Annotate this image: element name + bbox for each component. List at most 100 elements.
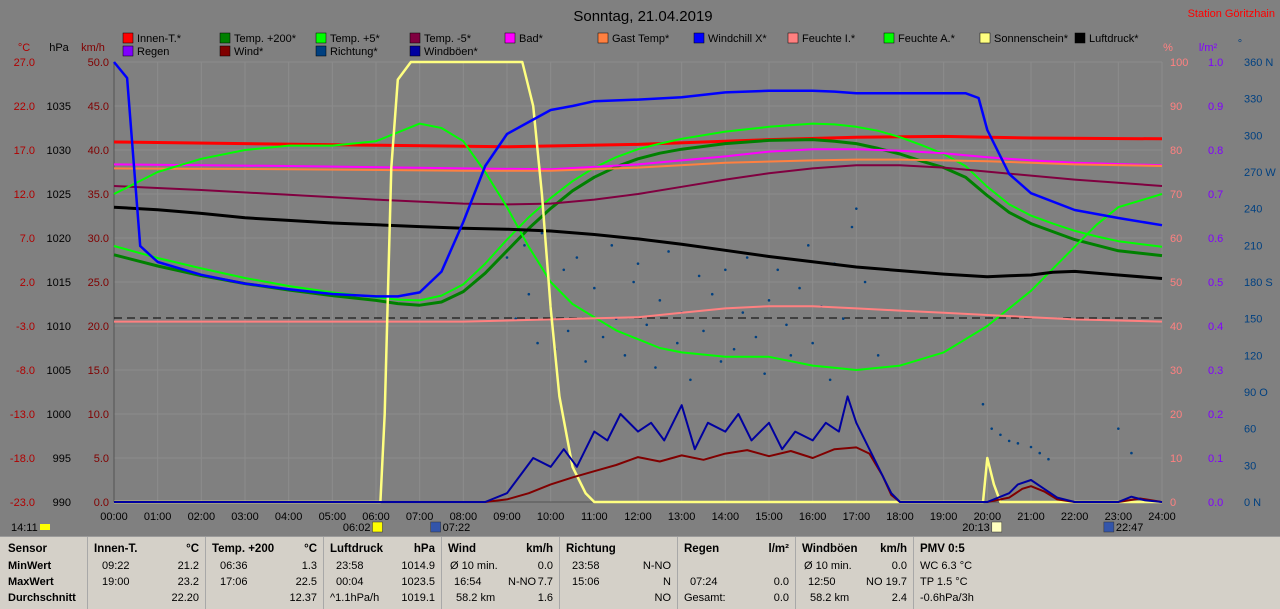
direction-point <box>505 256 509 259</box>
series-line-sonne <box>114 60 1162 504</box>
direction-point <box>536 341 539 345</box>
current-time-icon <box>40 524 50 530</box>
direction-tick-label: 0 N <box>1244 497 1261 509</box>
rain-tick-label: 0.5 <box>1208 277 1223 289</box>
time-markers: 14:11 06:02 07:22 20:13 22:47 <box>11 521 1143 534</box>
x-tick-label: 01:00 <box>144 511 172 523</box>
x-tick-label: 03:00 <box>231 511 259 523</box>
direction-point <box>527 292 531 296</box>
direction-point <box>811 341 814 345</box>
stats-wind-max-dir: N-NO <box>508 576 537 588</box>
stats-innen-min: 21.2 <box>177 560 199 572</box>
stats-druck-min: 1014.9 <box>401 560 435 572</box>
legend-label: Innen-T.* <box>137 33 182 45</box>
stats-wind: Wind km/h Ø 10 min. 0.0 16:54 N-NO 7.7 5… <box>442 537 560 609</box>
temp-tick-label: 7.0 <box>20 233 35 245</box>
series-line-windchill <box>113 61 1163 298</box>
direction-point <box>828 378 832 382</box>
direction-point <box>732 347 736 351</box>
legend-label: Luftdruck* <box>1089 33 1139 45</box>
rain-tick-label: 0.9 <box>1208 101 1223 113</box>
legend-swatch <box>1074 32 1086 44</box>
stats-wind-min: 0.0 <box>537 560 553 572</box>
x-tick-label: 08:00 <box>450 511 478 523</box>
stats-pmv-windchill: WC 6.3 °C <box>920 560 973 572</box>
direction-point <box>1130 451 1133 455</box>
stats-druck-max: 1023.5 <box>401 576 435 588</box>
x-tick-label: 17:00 <box>843 511 871 523</box>
hpa-tick-label: 990 <box>53 497 71 509</box>
rain-tick-label: 0.0 <box>1208 497 1223 509</box>
moonset-time-label: 07:22 <box>443 522 471 534</box>
sunset-time-label: 20:13 <box>962 522 990 534</box>
stats-temp200-unit: °C <box>304 543 317 555</box>
hpa-tick-label: 1020 <box>47 233 71 245</box>
hpa-axis-unit: hPa <box>49 42 69 54</box>
chart-title: Sonntag, 21.04.2019 <box>573 8 712 25</box>
sunrise-icon <box>372 521 383 533</box>
moonrise-icon <box>1103 521 1115 533</box>
x-tick-label: 23:00 <box>1105 511 1133 523</box>
stats-innen-avg: 22.20 <box>171 592 199 604</box>
dir-axis-unit: ° <box>1238 38 1242 50</box>
stats-boeen-min-label: Ø 10 min. <box>804 560 852 572</box>
legend-label: Windchill X* <box>708 33 767 45</box>
temp-tick-label: -18.0 <box>10 453 35 465</box>
direction-point <box>697 274 701 278</box>
legend-swatch <box>409 45 421 57</box>
pct-tick-label: 10 <box>1170 453 1182 465</box>
pct-tick-label: 20 <box>1170 409 1182 421</box>
legend-label: Temp. +5* <box>330 33 381 45</box>
stats-druck: Luftdruck hPa 23:58 1014.9 00:04 1023.5 … <box>324 537 442 609</box>
stats-row-labels: Sensor MinWert MaxWert Durchschnitt <box>0 537 88 609</box>
x-tick-label: 21:00 <box>1017 511 1045 523</box>
legend-label: Sonnenschein* <box>994 33 1069 45</box>
legend-swatch <box>883 32 895 44</box>
legend-swatch <box>122 45 134 57</box>
x-tick-label: 06:00 <box>362 511 390 523</box>
kmh-tick-label: 50.0 <box>88 57 109 69</box>
row-label-max: MaxWert <box>8 576 54 588</box>
hpa-tick-label: 1030 <box>47 145 71 157</box>
direction-point <box>645 323 649 327</box>
kmh-tick-label: 45.0 <box>88 101 109 113</box>
kmh-tick-label: 35.0 <box>88 189 109 201</box>
x-tick-label: 04:00 <box>275 511 303 523</box>
direction-point <box>566 329 570 333</box>
temp-tick-label: -23.0 <box>10 497 35 509</box>
row-label-avg: Durchschnitt <box>8 592 76 604</box>
series-line-wind <box>114 446 1163 503</box>
hpa-tick-label: 1005 <box>47 365 71 377</box>
rain-tick-label: 0.8 <box>1208 145 1223 157</box>
direction-point <box>658 299 662 302</box>
direction-point <box>1029 445 1033 449</box>
stats-druck-min-time: 23:58 <box>336 560 364 572</box>
stats-pmv-pressure-trend: -0.6hPa/3h <box>920 592 974 604</box>
direction-point <box>636 262 640 265</box>
pct-tick-label: 80 <box>1170 145 1182 157</box>
pct-tick-label: 90 <box>1170 101 1182 113</box>
stats-regen-unit: l/m² <box>768 543 789 555</box>
stats-pmv-dewpoint: TP 1.5 °C <box>920 576 968 588</box>
stats-pmv-title: PMV 0:5 <box>920 543 965 555</box>
legend-label: Feuchte A.* <box>898 33 956 45</box>
temp-tick-label: -13.0 <box>10 409 35 421</box>
x-tick-label: 16:00 <box>799 511 827 523</box>
direction-tick-label: 90 O <box>1244 387 1268 399</box>
legend-label: Richtung* <box>330 46 378 58</box>
stats-druck-title: Luftdruck <box>330 543 384 555</box>
direction-point <box>1038 451 1042 455</box>
direction-point <box>741 311 745 314</box>
stats-druck-avg: 1019.1 <box>401 592 435 604</box>
kmh-tick-label: 10.0 <box>88 409 109 421</box>
direction-point <box>855 207 858 210</box>
pct-tick-label: 60 <box>1170 233 1182 245</box>
direction-point <box>562 268 566 272</box>
direction-point <box>575 256 579 259</box>
hpa-tick-label: 1000 <box>47 409 71 421</box>
direction-point <box>667 250 670 253</box>
sunset-icon <box>991 521 1003 533</box>
direction-point <box>745 256 749 259</box>
temp-axis-unit: °C <box>18 42 30 54</box>
